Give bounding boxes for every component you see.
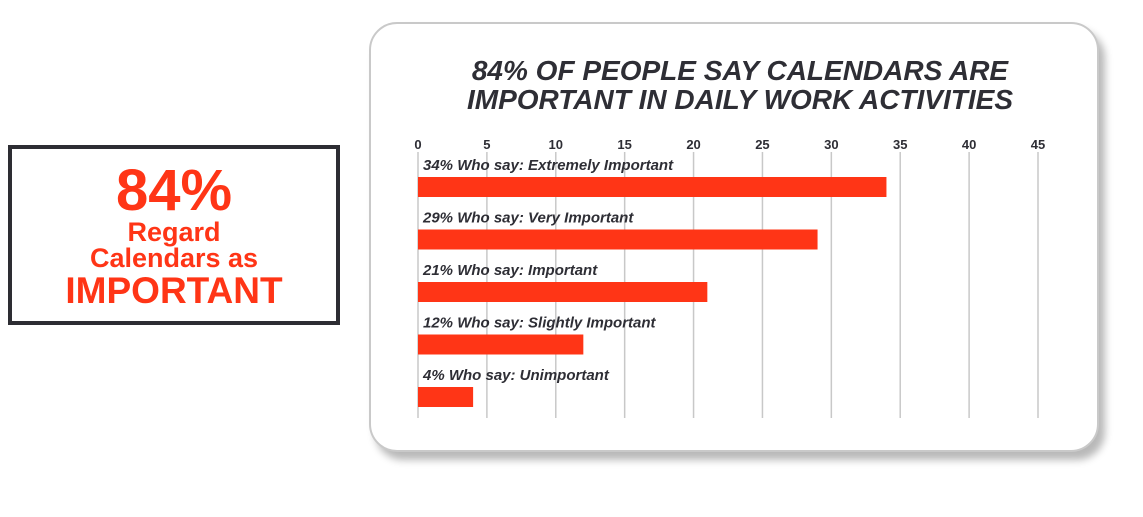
bar-3 [418, 334, 584, 355]
bar-label-0: 34% Who say: Extremely Important [423, 157, 674, 174]
bar-2 [418, 282, 708, 302]
tick-label-5: 5 [483, 137, 490, 152]
bar-label-3: 12% Who say: Slightly Important [423, 315, 657, 332]
tick-label-0: 0 [414, 137, 421, 152]
callout-line-important: IMPORTANT [65, 270, 283, 311]
chart-title: 84% OF PEOPLE SAY CALENDARS ARE IMPORTAN… [390, 56, 1090, 114]
bar-1 [418, 229, 818, 250]
tick-label-25: 25 [755, 137, 769, 152]
bar-label-2: 21% Who say: Important [422, 262, 598, 279]
callout-box: 84% Regard Calendars as IMPORTANT [8, 145, 340, 325]
bar-4 [418, 387, 474, 407]
tick-label-45: 45 [1031, 137, 1045, 152]
tick-label-10: 10 [549, 137, 563, 152]
callout-line-regard: Regard [127, 217, 221, 247]
bar-0 [418, 177, 887, 197]
callout-percent: 84% [115, 158, 233, 223]
callout-line-calendars: Calendars as [89, 243, 259, 273]
tick-label-30: 30 [824, 137, 838, 152]
chart-title-line-1: 84% OF PEOPLE SAY CALENDARS ARE [471, 55, 1009, 86]
bar-label-1: 29% Who say: Very Important [422, 210, 634, 227]
chart-title-line-2: IMPORTANT IN DAILY WORK ACTIVITIES [467, 84, 1013, 115]
tick-label-20: 20 [686, 137, 700, 152]
tick-label-35: 35 [893, 137, 907, 152]
tick-label-40: 40 [962, 137, 976, 152]
bar-label-4: 4% Who say: Unimportant [422, 367, 610, 384]
tick-label-15: 15 [617, 137, 631, 152]
